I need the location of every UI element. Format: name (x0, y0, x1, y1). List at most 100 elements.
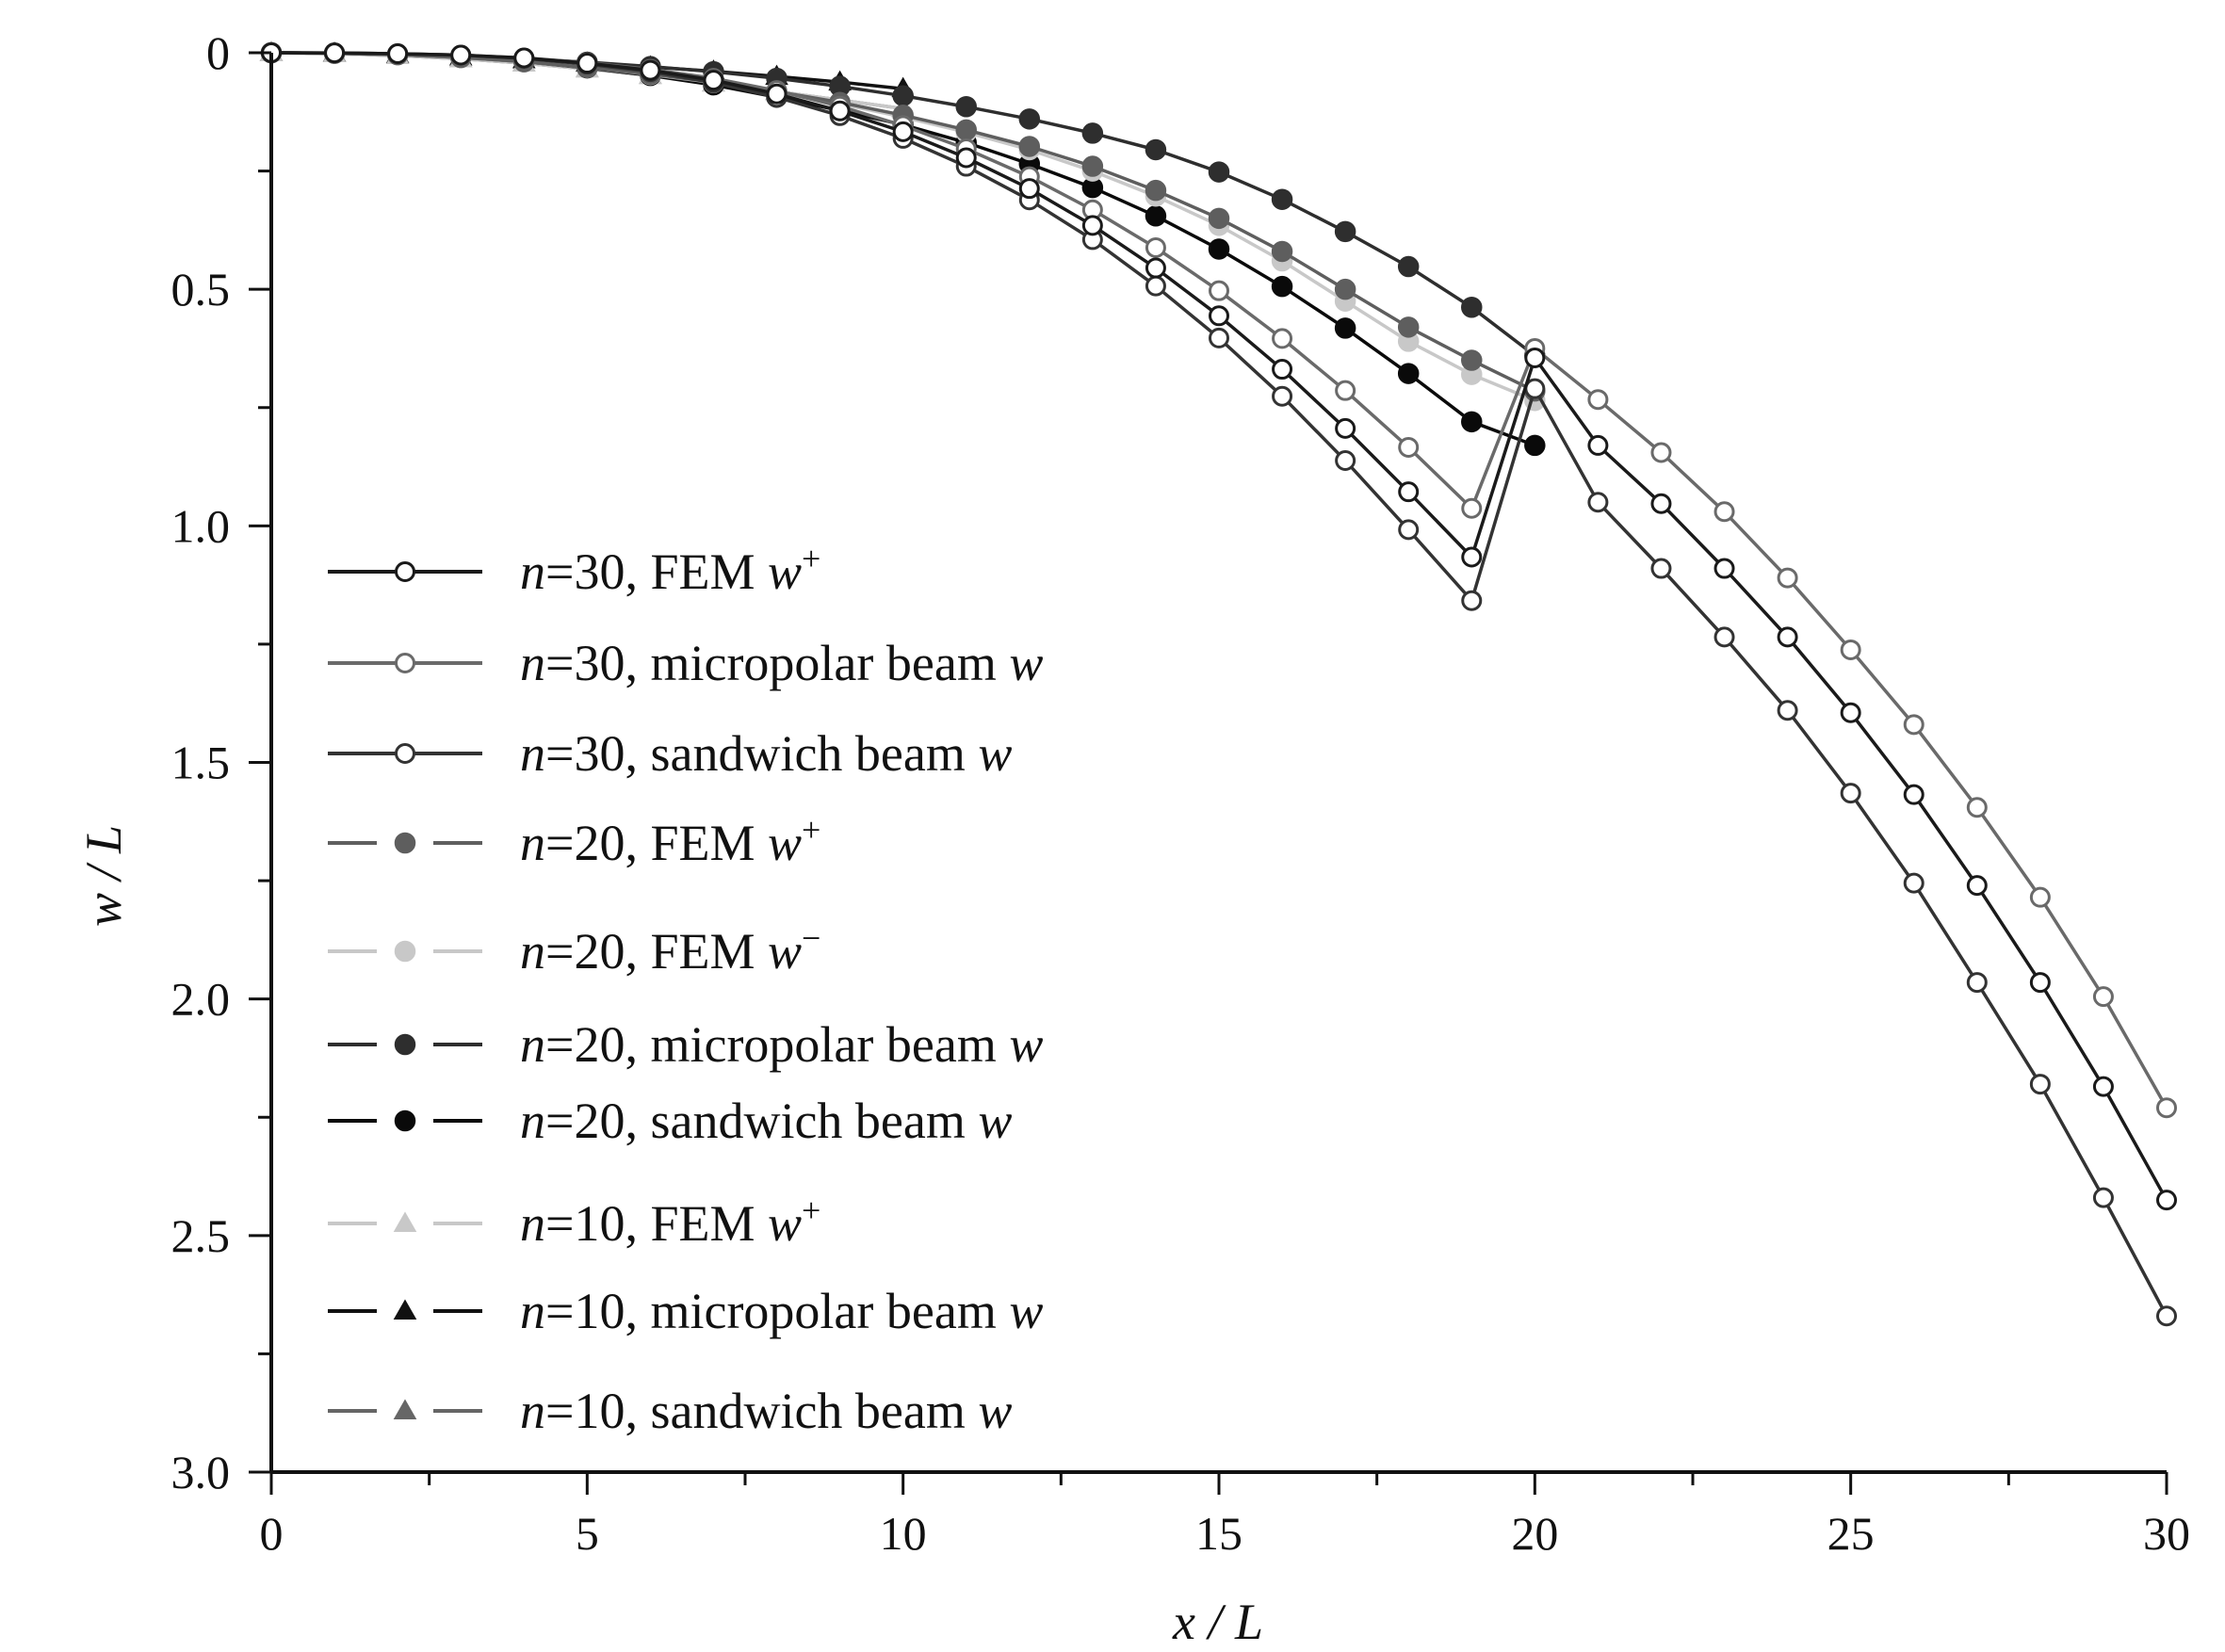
data-point-1 (1587, 389, 1609, 411)
x-tick-label: 15 (1195, 1507, 1242, 1560)
data-point-1 (1145, 236, 1166, 258)
data-point-0 (1524, 348, 1546, 369)
legend-label-sup: + (802, 540, 820, 577)
data-point-2 (1650, 558, 1672, 579)
legend-marker (393, 1299, 417, 1320)
legend-label-n: n (520, 923, 545, 980)
data-point-2 (2092, 1187, 2114, 1208)
legend-item-8: n=10, micropolar beam w (328, 1283, 1043, 1339)
data-point-1 (1903, 714, 1925, 736)
legend-marker (394, 1109, 416, 1132)
legend-label-n: n (520, 1093, 545, 1149)
data-point-0 (324, 42, 346, 64)
data-point-0 (892, 121, 914, 142)
data-point-5 (892, 85, 914, 106)
x-tick-label: 20 (1511, 1507, 1558, 1560)
legend-marker (394, 832, 416, 854)
legend-label-sup: + (802, 1191, 820, 1229)
data-point-6 (1397, 363, 1420, 384)
data-point-2 (1145, 275, 1166, 297)
legend-item-3: n=20, FEM w+ (328, 811, 820, 871)
legend-label: n=20, micropolar beam w (520, 1016, 1043, 1073)
legend-label: n=30, micropolar beam w (520, 635, 1043, 691)
legend-label-n: n (520, 1383, 545, 1439)
series-0 (261, 42, 2177, 1211)
data-point-3 (1018, 136, 1041, 157)
y-tick-label: 3.0 (171, 1446, 231, 1498)
data-point-0 (1081, 215, 1103, 236)
data-point-1 (2156, 1097, 2177, 1119)
data-point-0 (387, 43, 409, 65)
legend-label-eq: =20, (545, 1093, 650, 1149)
y-tick-label: 0.5 (171, 263, 231, 316)
data-point-0 (1461, 546, 1483, 568)
data-point-1 (1335, 380, 1356, 401)
legend-marker (393, 1211, 417, 1232)
legend-item-2: n=30, sandwich beam w (328, 725, 1012, 782)
legend-label-var: w (978, 725, 1012, 782)
data-point-3 (1208, 207, 1230, 230)
legend-marker (393, 1399, 417, 1419)
x-tick-label: 5 (576, 1507, 599, 1560)
legend-marker (395, 743, 415, 764)
legend-label-desc: sandwich beam (650, 1093, 978, 1149)
data-point-3 (1081, 155, 1104, 177)
data-point-5 (1334, 220, 1356, 243)
legend-item-0: n=30, FEM w+ (328, 540, 820, 600)
data-point-0 (2156, 1190, 2177, 1211)
data-point-0 (1209, 305, 1229, 327)
legend-marker (394, 1033, 416, 1056)
x-tick-label: 10 (880, 1507, 927, 1560)
data-point-5 (1145, 138, 1167, 161)
legend-label-n: n (520, 635, 545, 691)
data-point-1 (2029, 886, 2051, 908)
data-point-0 (640, 59, 661, 81)
legend-label-sup: − (802, 919, 820, 957)
legend-label-desc: FEM (650, 1195, 768, 1252)
data-point-0 (1650, 493, 1672, 514)
data-point-5 (1018, 108, 1041, 130)
data-point-0 (1398, 481, 1420, 503)
data-point-5 (1397, 255, 1420, 278)
legend-label: n=20, FEM w− (520, 919, 820, 980)
legend-label-desc: micropolar beam (650, 1283, 1009, 1339)
data-point-2 (1587, 492, 1609, 513)
data-point-0 (2092, 1076, 2114, 1097)
legend-label: n=30, sandwich beam w (520, 725, 1012, 782)
data-point-0 (1335, 417, 1356, 439)
data-point-2 (1777, 700, 1798, 721)
data-point-6 (1145, 205, 1167, 227)
data-point-2 (1903, 872, 1925, 894)
legend-label-desc: FEM (650, 923, 768, 980)
legend: n=30, FEM w+n=30, micropolar beam wn=30,… (328, 540, 1043, 1439)
legend-item-1: n=30, micropolar beam w (328, 635, 1043, 691)
legend-label-desc: FEM (650, 543, 768, 600)
legend-label-eq: =30, (545, 635, 650, 691)
legend-item-9: n=10, sandwich beam w (328, 1383, 1012, 1439)
legend-label-eq: =10, (545, 1283, 650, 1339)
data-point-0 (1840, 702, 1861, 723)
data-point-0 (1713, 558, 1735, 579)
series-layer (259, 40, 2177, 1327)
legend-label-n: n (520, 543, 545, 600)
legend-label: n=20, FEM w+ (520, 811, 820, 871)
data-point-0 (1587, 434, 1609, 456)
data-point-2 (2156, 1305, 2177, 1327)
data-point-2 (2029, 1074, 2051, 1095)
data-point-1 (1713, 501, 1735, 523)
legend-label-sup: + (802, 811, 820, 849)
legend-label-var: w (978, 1093, 1012, 1149)
legend-label-var: w (1009, 635, 1043, 691)
data-point-0 (1903, 784, 1925, 805)
legend-marker (394, 940, 416, 963)
data-point-0 (1145, 257, 1166, 279)
data-point-0 (1018, 178, 1040, 200)
data-point-1 (1209, 280, 1229, 301)
data-point-6 (1461, 411, 1483, 433)
y-axis-title: w / L (75, 825, 132, 927)
legend-marker (395, 561, 415, 582)
legend-label-n: n (520, 1283, 545, 1339)
x-tick-label: 0 (260, 1507, 284, 1560)
